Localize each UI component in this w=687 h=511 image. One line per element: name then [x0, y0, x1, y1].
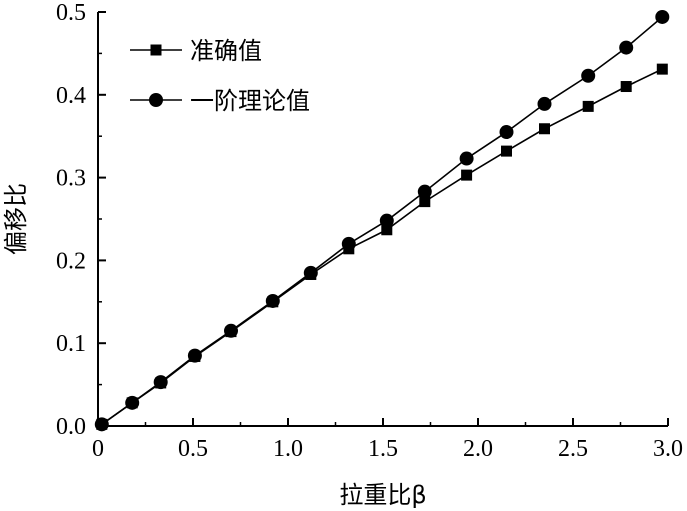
circle-point: [187, 348, 202, 363]
x-tick-label: 0: [92, 436, 104, 462]
square-point: [656, 63, 668, 75]
y-tick-label: 0.5: [56, 0, 86, 26]
series-line: [101, 68, 663, 425]
y-tick-label: 0.4: [56, 83, 86, 109]
y-tick-label: 0.0: [56, 414, 86, 440]
legend-label: 准确值: [190, 37, 262, 65]
legend-label: 一阶理论值: [190, 87, 310, 115]
x-tick-label: 2.5: [558, 436, 588, 462]
square-point: [501, 145, 512, 157]
square-point: [620, 81, 632, 93]
circle-point: [379, 213, 394, 228]
x-axis-title: 拉重比β: [339, 481, 426, 509]
legend-marker: [150, 44, 162, 56]
x-tick-label: 3.0: [653, 436, 683, 462]
y-tick-label: 0.2: [56, 248, 86, 274]
circle-point: [153, 375, 168, 390]
square-point: [582, 100, 594, 112]
x-tick-label: 1.0: [273, 436, 303, 462]
circle-point: [537, 96, 552, 111]
square-point: [419, 196, 431, 208]
series-first-order: [94, 9, 670, 432]
circle-point: [265, 293, 280, 308]
y-axis-title: 偏移比: [2, 183, 30, 255]
circle-point: [224, 323, 238, 338]
square-point: [381, 224, 393, 236]
x-tick-label: 1.5: [368, 436, 398, 462]
square-point: [539, 123, 550, 135]
circle-point: [303, 265, 318, 280]
x-ticks: 0 0.5 1.0 1.5 2.0 2.5 3.0: [92, 418, 683, 462]
y-tick-label: 0.3: [56, 166, 86, 192]
series-line: [101, 16, 663, 425]
circle-point: [125, 395, 140, 410]
series-layer: [94, 9, 670, 432]
series-exact: [96, 63, 668, 430]
legend-item: 准确值: [130, 37, 262, 65]
circle-point: [94, 417, 109, 432]
circle-point: [499, 125, 514, 140]
circle-point: [417, 184, 432, 199]
x-tick-label: 0.5: [178, 436, 208, 462]
circle-point: [619, 40, 634, 55]
circle-point: [581, 68, 596, 83]
legend-marker: [149, 93, 163, 107]
square-point: [461, 169, 473, 181]
x-tick-label: 2.0: [463, 436, 493, 462]
y-tick-label: 0.1: [56, 331, 86, 357]
y-ticks: 0.0 0.1 0.2 0.3 0.4 0.5: [56, 0, 106, 440]
legend-item: 一阶理论值: [130, 87, 310, 115]
circle-point: [459, 151, 474, 166]
circle-point: [341, 236, 356, 251]
circle-point: [655, 9, 670, 24]
